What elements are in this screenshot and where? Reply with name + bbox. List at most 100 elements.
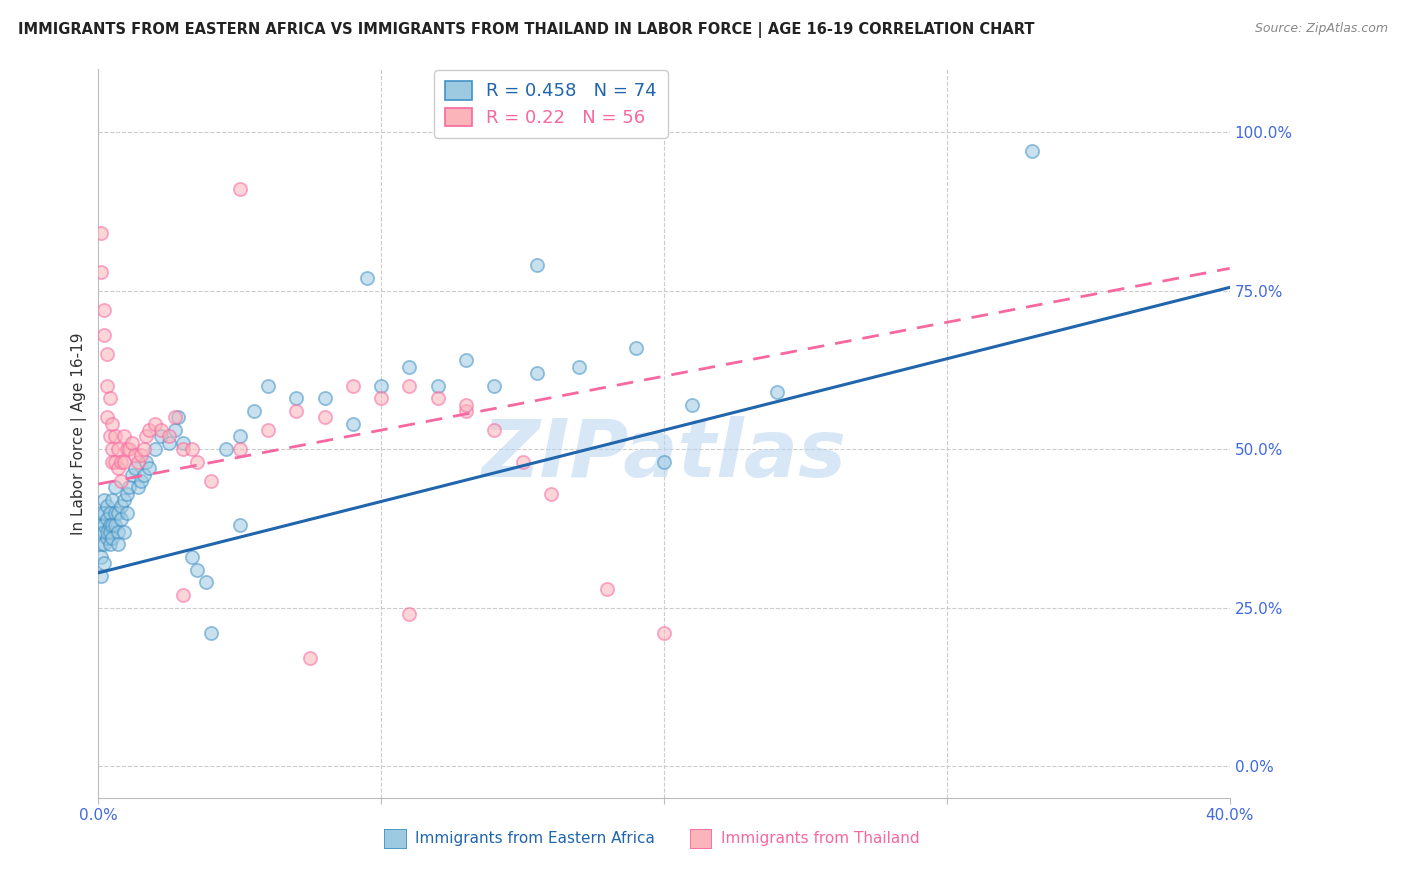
Point bbox=[101, 442, 124, 457]
Point bbox=[135, 455, 157, 469]
Point bbox=[596, 582, 619, 596]
Point bbox=[107, 506, 129, 520]
Point bbox=[186, 455, 208, 469]
Point bbox=[101, 518, 124, 533]
Point bbox=[107, 524, 129, 539]
Point bbox=[132, 442, 155, 457]
Point bbox=[96, 500, 118, 514]
Point bbox=[90, 506, 112, 520]
Point bbox=[93, 537, 115, 551]
Point bbox=[104, 429, 127, 443]
Point bbox=[90, 537, 112, 551]
Point bbox=[652, 455, 675, 469]
Point bbox=[93, 506, 115, 520]
Point bbox=[166, 410, 188, 425]
Text: Source: ZipAtlas.com: Source: ZipAtlas.com bbox=[1254, 22, 1388, 36]
Point bbox=[299, 651, 322, 665]
Point bbox=[194, 575, 217, 590]
Point bbox=[200, 626, 222, 640]
Point bbox=[96, 512, 118, 526]
Point bbox=[454, 398, 477, 412]
FancyBboxPatch shape bbox=[384, 830, 406, 849]
Point bbox=[110, 455, 132, 469]
Point bbox=[214, 442, 236, 457]
Point bbox=[149, 429, 172, 443]
Point bbox=[107, 461, 129, 475]
Point bbox=[124, 449, 146, 463]
Point bbox=[229, 442, 252, 457]
Point bbox=[1021, 144, 1043, 158]
Point bbox=[107, 537, 129, 551]
Point bbox=[104, 455, 127, 469]
Point bbox=[163, 410, 186, 425]
Point bbox=[172, 442, 194, 457]
Point bbox=[93, 524, 115, 539]
Legend: R = 0.458   N = 74, R = 0.22   N = 56: R = 0.458 N = 74, R = 0.22 N = 56 bbox=[434, 70, 668, 138]
Point bbox=[96, 524, 118, 539]
Point bbox=[229, 518, 252, 533]
Point bbox=[93, 328, 115, 343]
Point bbox=[90, 549, 112, 564]
Y-axis label: In Labor Force | Age 16-19: In Labor Force | Age 16-19 bbox=[72, 332, 87, 534]
Point bbox=[285, 404, 308, 418]
Point bbox=[115, 506, 138, 520]
Text: ZIPatlas: ZIPatlas bbox=[481, 417, 846, 494]
Text: Immigrants from Thailand: Immigrants from Thailand bbox=[721, 830, 920, 846]
Point bbox=[163, 423, 186, 437]
Point bbox=[200, 474, 222, 488]
Point bbox=[90, 227, 112, 241]
Text: IMMIGRANTS FROM EASTERN AFRICA VS IMMIGRANTS FROM THAILAND IN LABOR FORCE | AGE : IMMIGRANTS FROM EASTERN AFRICA VS IMMIGR… bbox=[18, 22, 1035, 38]
Point bbox=[484, 423, 506, 437]
Point bbox=[127, 455, 149, 469]
Point bbox=[652, 626, 675, 640]
Point bbox=[398, 359, 420, 374]
Point bbox=[90, 518, 112, 533]
Point bbox=[115, 442, 138, 457]
Point bbox=[526, 366, 548, 380]
Point bbox=[138, 423, 160, 437]
Point bbox=[112, 455, 135, 469]
Point bbox=[143, 417, 166, 431]
Point bbox=[229, 182, 252, 196]
Point bbox=[115, 486, 138, 500]
Point bbox=[526, 258, 548, 272]
Point bbox=[342, 417, 364, 431]
Point bbox=[370, 378, 392, 392]
Point bbox=[257, 378, 280, 392]
Point bbox=[112, 524, 135, 539]
Point bbox=[285, 392, 308, 406]
Point bbox=[98, 392, 121, 406]
Point bbox=[110, 500, 132, 514]
Point bbox=[98, 518, 121, 533]
Point bbox=[101, 492, 124, 507]
Point bbox=[96, 531, 118, 545]
Point bbox=[104, 506, 127, 520]
Point bbox=[129, 474, 152, 488]
Point bbox=[229, 429, 252, 443]
Point bbox=[98, 524, 121, 539]
Point bbox=[112, 492, 135, 507]
Point bbox=[104, 480, 127, 494]
Point bbox=[101, 455, 124, 469]
Point bbox=[104, 518, 127, 533]
Point bbox=[90, 569, 112, 583]
Point bbox=[96, 410, 118, 425]
Point bbox=[96, 347, 118, 361]
Point bbox=[157, 435, 180, 450]
Point bbox=[110, 512, 132, 526]
Point bbox=[110, 474, 132, 488]
Point bbox=[135, 429, 157, 443]
Point bbox=[342, 378, 364, 392]
Point bbox=[93, 557, 115, 571]
Point bbox=[398, 607, 420, 621]
Point bbox=[398, 378, 420, 392]
Point bbox=[121, 467, 143, 482]
Point bbox=[93, 492, 115, 507]
Point bbox=[257, 423, 280, 437]
Point bbox=[93, 518, 115, 533]
Point bbox=[93, 302, 115, 317]
Point bbox=[314, 392, 336, 406]
Point bbox=[129, 449, 152, 463]
Point bbox=[426, 378, 449, 392]
Text: Immigrants from Eastern Africa: Immigrants from Eastern Africa bbox=[415, 830, 655, 846]
